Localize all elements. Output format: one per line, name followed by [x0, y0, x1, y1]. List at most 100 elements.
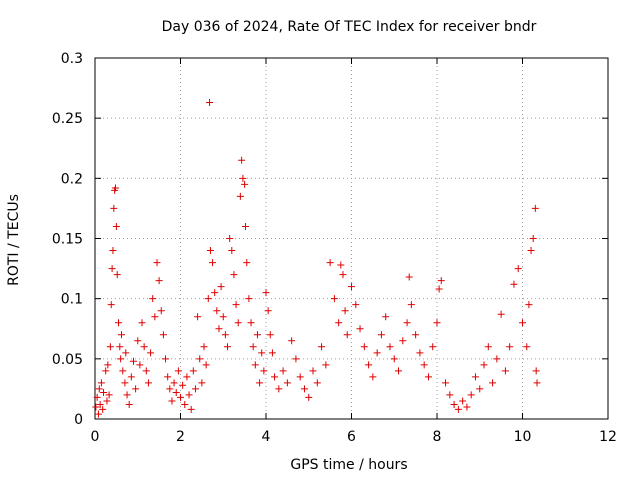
- data-point: [125, 401, 133, 409]
- data-point: [136, 361, 144, 369]
- data-point: [264, 307, 272, 315]
- data-point: [144, 379, 152, 387]
- data-point: [187, 405, 195, 413]
- data-point: [140, 343, 148, 351]
- data-point: [221, 331, 229, 339]
- data-point: [110, 204, 118, 212]
- data-point: [206, 247, 214, 255]
- data-point: [100, 389, 108, 397]
- y-tick-label: 0.25: [52, 111, 83, 127]
- data-point: [403, 319, 411, 327]
- data-point: [253, 331, 261, 339]
- data-point: [459, 397, 467, 405]
- data-point: [343, 331, 351, 339]
- data-point: [149, 295, 157, 303]
- data-point: [226, 235, 234, 242]
- data-point: [533, 379, 541, 387]
- data-point: [467, 391, 475, 399]
- data-point: [153, 259, 161, 267]
- data-point: [99, 405, 107, 413]
- data-point: [134, 337, 142, 345]
- data-point: [454, 405, 462, 413]
- data-point: [103, 397, 111, 405]
- data-point: [514, 265, 522, 273]
- data-point: [268, 349, 276, 357]
- data-point: [313, 379, 321, 387]
- data-point: [288, 337, 296, 345]
- data-point: [262, 289, 270, 297]
- data-point: [219, 313, 227, 321]
- data-point: [532, 367, 540, 375]
- data-point: [527, 247, 535, 255]
- data-point: [239, 174, 247, 182]
- data-point: [296, 373, 304, 381]
- data-point: [484, 343, 492, 351]
- data-point: [390, 355, 398, 363]
- data-point: [236, 192, 244, 200]
- data-point: [211, 289, 219, 297]
- data-point: [232, 301, 240, 309]
- data-point: [172, 389, 180, 397]
- y-axis-label: ROTI / TECUs: [6, 194, 22, 286]
- data-point: [92, 403, 100, 411]
- data-point: [405, 273, 413, 281]
- data-point: [127, 373, 135, 381]
- data-point: [93, 393, 101, 401]
- data-point: [249, 343, 257, 351]
- data-point: [179, 381, 187, 389]
- data-point: [420, 361, 428, 369]
- data-point: [224, 343, 232, 351]
- data-point: [437, 277, 445, 285]
- y-tick-label: 0.2: [61, 171, 83, 187]
- data-point: [198, 379, 206, 387]
- data-point: [170, 379, 178, 387]
- data-point: [245, 295, 253, 303]
- data-point: [446, 391, 454, 399]
- data-point: [181, 401, 189, 409]
- data-point: [123, 391, 131, 399]
- data-point: [531, 204, 539, 212]
- data-point: [142, 367, 150, 375]
- data-point: [116, 343, 124, 351]
- x-tick-label: 6: [347, 429, 356, 445]
- data-point: [386, 343, 394, 351]
- data-point: [525, 301, 533, 309]
- axis-ticks: [94, 57, 609, 420]
- data-point: [104, 361, 112, 369]
- data-point: [97, 379, 105, 387]
- data-point: [238, 156, 246, 164]
- data-point: [230, 271, 238, 279]
- data-point: [129, 357, 137, 365]
- data-point: [200, 343, 208, 351]
- data-point: [348, 283, 355, 291]
- data-point: [433, 319, 441, 327]
- data-point: [159, 331, 167, 339]
- data-point: [322, 361, 330, 369]
- data-point: [147, 349, 155, 357]
- data-point: [185, 391, 193, 399]
- data-point: [337, 261, 345, 269]
- data-point: [399, 337, 407, 345]
- data-point: [151, 313, 159, 321]
- x-tick-label: 2: [176, 429, 185, 445]
- data-point: [493, 355, 501, 363]
- data-point: [196, 355, 204, 363]
- data-point: [119, 367, 127, 375]
- y-tick-label: 0.1: [61, 292, 83, 308]
- data-point: [206, 99, 214, 107]
- x-tick-label: 0: [91, 429, 100, 445]
- data-point: [115, 319, 123, 327]
- data-point: [463, 403, 471, 411]
- data-point: [113, 271, 121, 279]
- data-point: [112, 222, 120, 230]
- data-point: [94, 410, 102, 418]
- data-point: [395, 367, 403, 375]
- data-point: [177, 393, 184, 401]
- data-point: [416, 349, 424, 357]
- data-point: [424, 373, 432, 381]
- data-point: [132, 385, 140, 393]
- data-point: [183, 373, 191, 381]
- data-point: [365, 361, 373, 369]
- data-point: [117, 355, 125, 363]
